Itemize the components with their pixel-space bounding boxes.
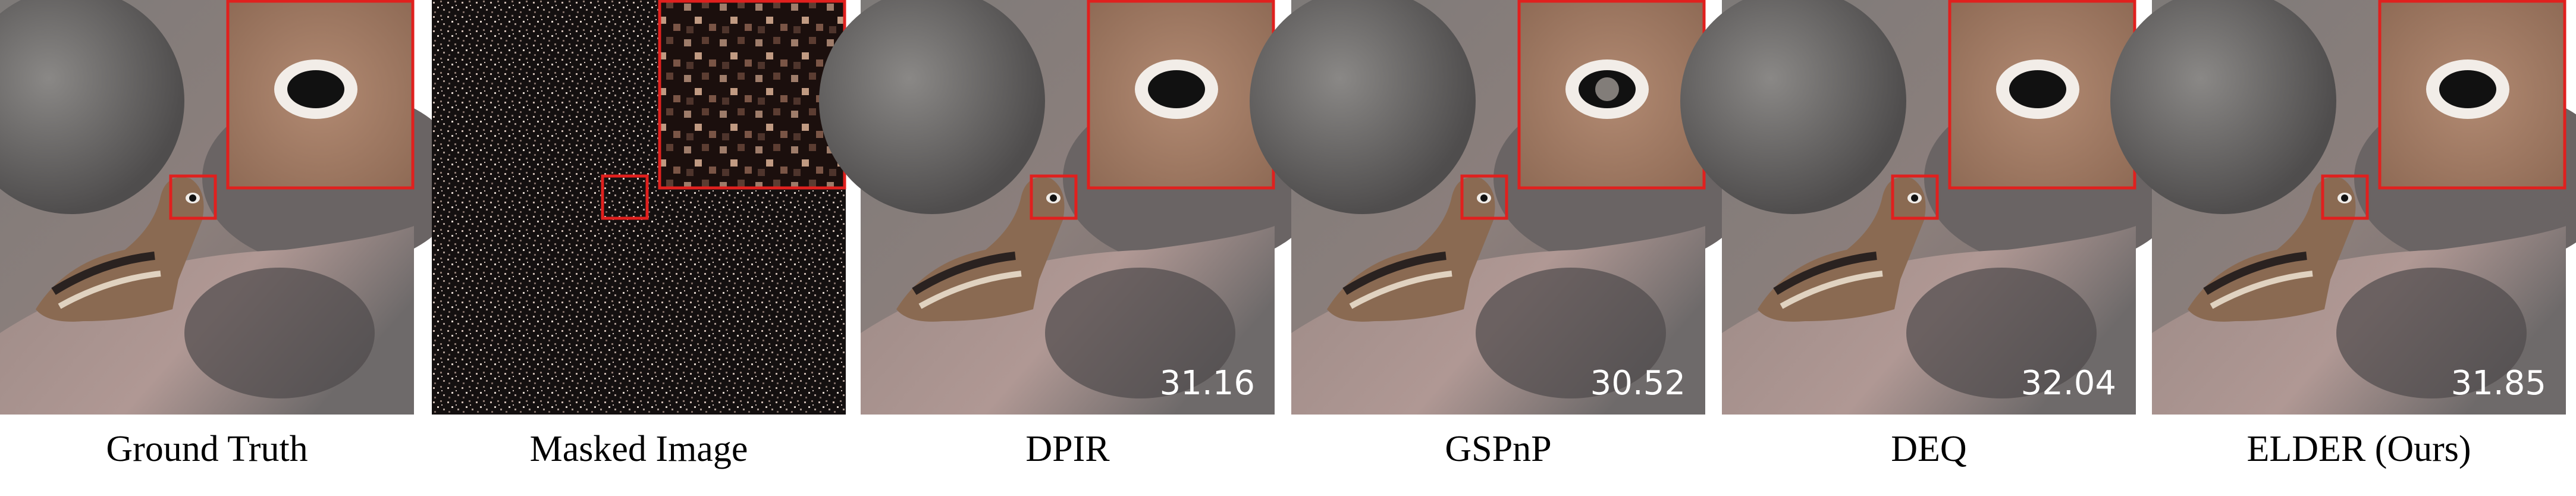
inset-border <box>2378 0 2566 190</box>
zoom-box <box>601 174 649 220</box>
artifact <box>1595 77 1619 101</box>
caption: DEQ <box>1891 429 1966 469</box>
panel: Ground Truth <box>0 0 464 469</box>
zoom-inset <box>658 0 846 189</box>
zoom-box <box>1891 174 1939 220</box>
zoom-box <box>1030 174 1078 220</box>
zoom-inset <box>227 0 414 189</box>
psnr-value: 31.85 <box>2451 364 2546 403</box>
zoom-inset <box>1087 0 1275 189</box>
psnr-value: 30.52 <box>1590 364 1686 403</box>
psnr-value: 31.16 <box>1160 364 1255 403</box>
panel: 30.52 GSPnP <box>1250 0 1755 469</box>
caption: Masked Image <box>530 429 748 469</box>
inset-border <box>226 0 415 190</box>
zoom-box <box>169 174 217 220</box>
panel: Masked Image <box>432 0 846 469</box>
panel: 32.04 DEQ <box>1680 0 2186 469</box>
zoom-box <box>2321 174 2369 220</box>
panel: 31.16 DPIR <box>819 0 1325 469</box>
caption: ELDER (Ours) <box>2246 429 2471 469</box>
panel-row: Ground Truth Masked Image 31.16 DPIR 30.52 GS… <box>0 0 2576 469</box>
caption: GSPnP <box>1445 429 1551 469</box>
zoom-box <box>1460 174 1508 220</box>
caption: DPIR <box>1025 429 1110 469</box>
psnr-value: 32.04 <box>2021 364 2116 403</box>
zoom-inset <box>2379 0 2566 189</box>
caption: Ground Truth <box>106 429 308 469</box>
zoom-inset <box>1949 0 2136 189</box>
panel: 31.85 ELDER (Ours) <box>2110 0 2576 469</box>
